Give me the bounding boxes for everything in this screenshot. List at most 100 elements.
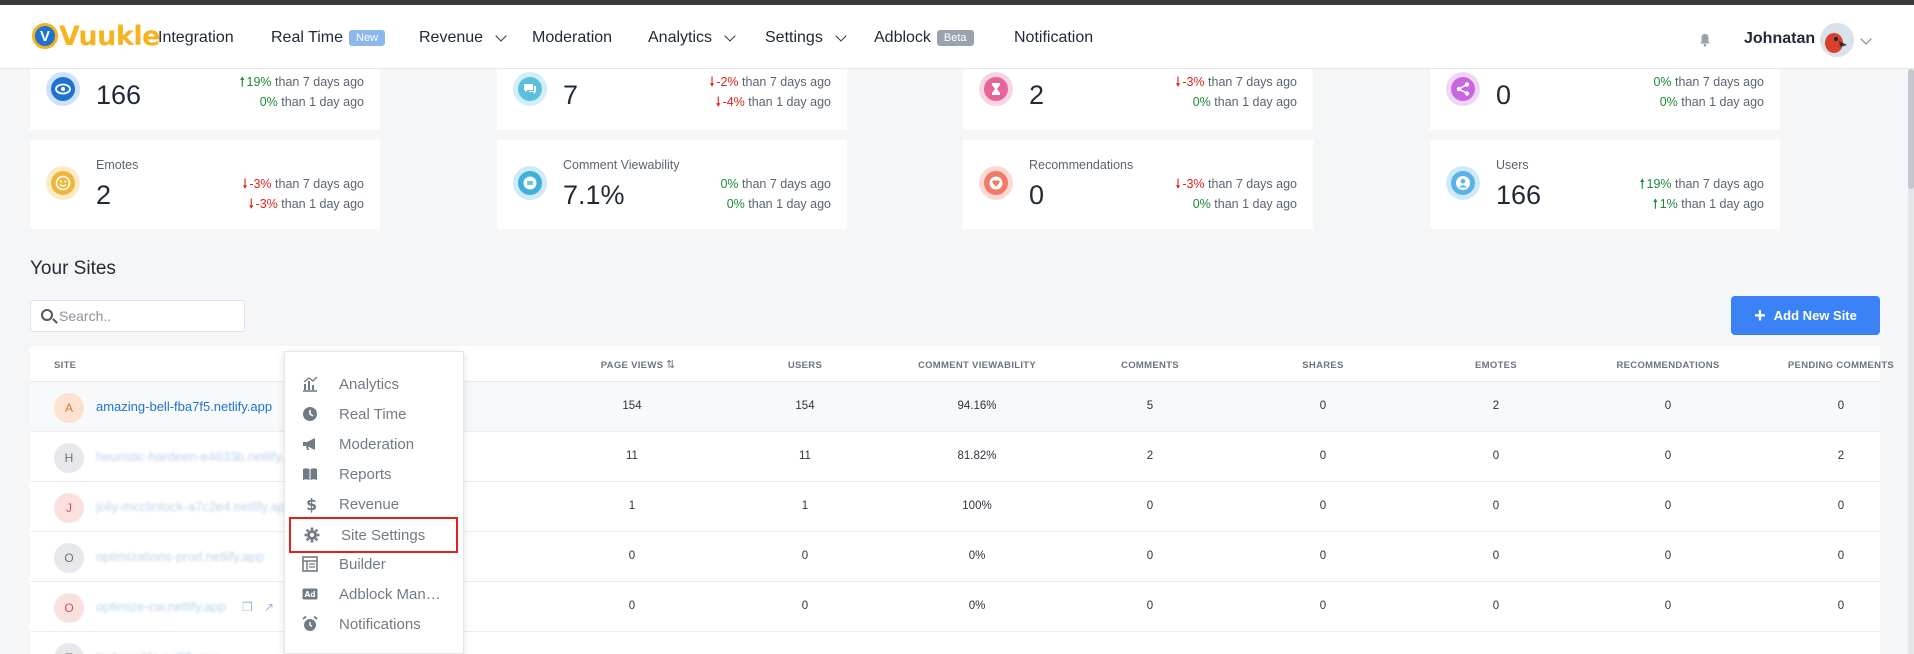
arrow-down-icon: 🠓 — [242, 177, 248, 191]
delta-7d-value: 19% — [1646, 177, 1672, 191]
clock-icon — [301, 405, 319, 423]
nav-analytics[interactable]: Analytics — [648, 29, 736, 47]
delta-7d-value: 19% — [246, 75, 272, 89]
nav-integration-label: Integration — [158, 29, 234, 46]
site-avatar: H — [54, 443, 84, 473]
sort-icon[interactable]: ⇅ — [666, 359, 676, 371]
cell-pending: 0 — [1837, 500, 1845, 512]
menu-item-dollar[interactable]: $ Revenue — [301, 493, 399, 515]
page-scrollbar[interactable] — [1908, 69, 1914, 654]
site-link[interactable]: optimize-cw.netlify.app — [96, 599, 226, 614]
site-actions-menu: Analytics Real Time Moderation Reports $ Reve… — [284, 351, 464, 654]
nav-notification[interactable]: Notification — [1014, 29, 1093, 47]
delta-7d-text: than 7 days ago — [275, 75, 364, 89]
nav-revenue[interactable]: Revenue — [419, 29, 507, 47]
delta-1d-value: 0% — [259, 95, 278, 109]
site-avatar: T — [54, 643, 84, 654]
delta-7d-text: than 7 days ago — [742, 177, 831, 191]
arrow-down-icon: 🠓 — [249, 197, 254, 211]
cell-recommendations: 0 — [1664, 450, 1672, 462]
menu-item-book[interactable]: Reports — [301, 463, 392, 485]
cell-shares: 0 — [1319, 550, 1327, 562]
external-link-icon[interactable]: ↗ — [264, 600, 275, 614]
table-header: SITE PAGE VIEWS ⇅ USERS COMMENT VIEWABILITY C… — [30, 346, 1894, 382]
site-link[interactable]: amazing-bell-fba7f5.netlify.app — [96, 399, 273, 414]
scrollbar-thumb[interactable] — [1908, 69, 1914, 189]
menu-item-gear[interactable]: Site Settings — [289, 517, 458, 553]
site-link[interactable]: optimizations-prod.netlify.app — [96, 549, 265, 564]
menu-item-chart[interactable]: Analytics — [301, 373, 399, 395]
cell-emotes: 0 — [1492, 600, 1500, 612]
site-link[interactable]: test-vuukle.netlify.app — [96, 649, 221, 654]
copy-icon[interactable]: ❐ — [242, 600, 253, 614]
cell-shares: 0 — [1319, 400, 1327, 412]
cell-pending: 0 — [1837, 550, 1845, 562]
delta-1d-text: than 1 day ago — [281, 95, 364, 109]
cell-recommendations: 0 — [1664, 400, 1672, 412]
stat-deltas: 🠓 -2% than 7 days ago 🠓 -4% than 1 day ago — [710, 72, 831, 112]
menu-item-alarm[interactable]: Notifications — [301, 613, 421, 635]
nav-realtime[interactable]: Real Time New — [271, 29, 386, 47]
stat-card: Recommendations 0 🠓 -3% than 7 days ago 0% t… — [963, 140, 1313, 229]
stat-card: 0 0% than 7 days ago 0% than 1 day ago — [1430, 69, 1780, 130]
svg-text:$: $ — [306, 495, 317, 513]
column-header: RECOMMENDATIONS — [1616, 360, 1720, 371]
stat-deltas: 🠓 -3% than 7 days ago 0% than 1 day ago — [1176, 174, 1297, 214]
user-name[interactable]: Johnatan — [1744, 30, 1816, 47]
nav-integration[interactable]: Integration — [158, 29, 234, 47]
menu-item-clock[interactable]: Real Time — [301, 403, 407, 425]
gear-icon — [303, 526, 321, 544]
chevron-down-icon[interactable] — [1860, 33, 1872, 45]
logo-text: Vuukle — [59, 20, 160, 52]
site-avatar: A — [54, 393, 84, 423]
menu-item-megaphone[interactable]: Moderation — [301, 433, 414, 455]
delta-7d-text: than 7 days ago — [1675, 75, 1764, 89]
nav-settings[interactable]: Settings — [765, 29, 847, 47]
site-search-box[interactable] — [30, 300, 245, 332]
delta-1d-value: 0% — [1192, 95, 1211, 109]
nav-adblock[interactable]: Adblock Beta — [874, 29, 974, 47]
stat-title: Recommendations — [1029, 158, 1134, 172]
bell-icon[interactable] — [1698, 33, 1712, 47]
top-navigation-bar: V Vuukle Integration Real Time New Reven… — [0, 5, 1914, 69]
stat-title: Emotes — [96, 158, 139, 172]
column-header[interactable]: PAGE VIEWS — [600, 360, 664, 371]
site-link[interactable]: jolly-mcclintock-a7c2e4.netlify.app — [96, 499, 293, 514]
menu-item-ad[interactable]: Ad Adblock Man… — [301, 583, 441, 605]
column-header: SITE — [54, 360, 77, 371]
parrot-avatar-icon — [1820, 23, 1854, 57]
stat-deltas: 🠓 -3% than 7 days ago 0% than 1 day ago — [1176, 72, 1297, 112]
vuukle-logo[interactable]: V Vuukle — [32, 19, 160, 53]
menu-item-label: Real Time — [339, 405, 407, 423]
megaphone-icon — [301, 435, 319, 453]
site-link[interactable]: heuristic-hardeen-e4633b.netlify.app — [96, 449, 307, 464]
plus-icon: + — [1754, 304, 1766, 327]
nav-moderation[interactable]: Moderation — [532, 29, 612, 47]
emote-icon — [46, 166, 80, 200]
menu-item-builder[interactable]: Builder — [301, 553, 386, 575]
menu-item-label: Site Settings — [341, 526, 426, 544]
window-top-strip — [0, 0, 1914, 5]
delta-7d-text: than 7 days ago — [1675, 177, 1764, 191]
search-input[interactable] — [59, 305, 239, 327]
chevron-down-icon — [724, 30, 736, 42]
delta-7d-value: -3% — [1182, 177, 1205, 191]
stat-value: 0 — [1496, 80, 1512, 110]
arrow-up-icon: 🠑 — [1639, 177, 1645, 191]
nav-notification-label: Notification — [1014, 29, 1094, 46]
nav-realtime-label: Real Time — [271, 29, 344, 46]
cell-viewability: 81.82% — [957, 450, 997, 462]
book-icon — [301, 465, 319, 483]
user-avatar[interactable] — [1820, 23, 1854, 57]
delta-1d-value: -3% — [255, 197, 278, 211]
column-header: EMOTES — [1475, 360, 1517, 371]
delta-1d-text: than 1 day ago — [1681, 95, 1764, 109]
table-row[interactable]: Ttest-vuukle.netlify.app — [30, 632, 1880, 654]
cell-recommendations: 0 — [1664, 600, 1672, 612]
add-new-site-button[interactable]: + Add New Site — [1731, 296, 1880, 335]
arrow-up-icon: 🠑 — [1653, 197, 1658, 211]
